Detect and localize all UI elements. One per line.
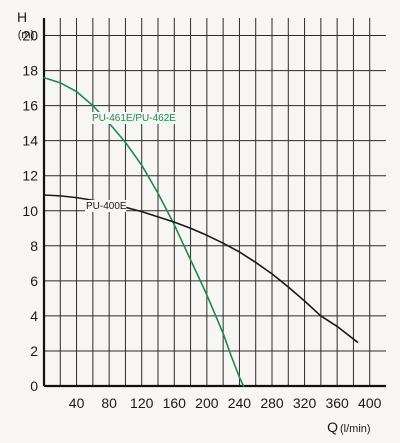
x-axis-title: Q [327,419,338,435]
series-label: PU-400E [86,201,127,212]
series-label: PU-461E/PU-462E [92,113,176,124]
x-tick-label: 280 [260,395,284,411]
x-tick-label: 400 [358,395,382,411]
x-tick-label: 240 [228,395,252,411]
x-tick-label: 200 [195,395,219,411]
y-axis-title: H [17,9,27,25]
series-line-pu-400e [43,194,359,343]
x-tick-label: 360 [325,395,349,411]
y-tick-label: 16 [22,98,38,114]
x-tick-label: 160 [163,395,187,411]
series-label-bg [85,200,127,212]
x-tick-label: 40 [69,395,85,411]
y-tick-label: 14 [22,133,38,149]
y-tick-label: 2 [30,343,38,359]
x-tick-label: 320 [293,395,317,411]
series-labels: PU-461E/PU-462E PU-400E [85,112,177,212]
x-tick-label: 80 [101,395,117,411]
x-axis-unit: (l/min) [340,423,371,435]
y-tick-label: 4 [30,308,38,324]
y-tick-label: 6 [30,273,38,289]
y-tick-label: 18 [22,63,38,79]
y-tick-label: 12 [22,168,38,184]
series-label-bg [91,112,177,124]
grid [42,18,386,388]
y-tick-label: 10 [22,203,38,219]
y-axis-unit: (m) [18,29,35,41]
y-tick-label: 20 [22,28,38,44]
x-tick-label: 120 [130,395,154,411]
tick-labels: 0 2 4 6 8 10 12 14 16 18 20 40 80 120 160 200 240 280 320 3… [22,28,381,411]
y-tick-label: 8 [30,238,38,254]
y-tick-label: 0 [30,378,38,394]
series-line-pu-461e [43,76,245,387]
